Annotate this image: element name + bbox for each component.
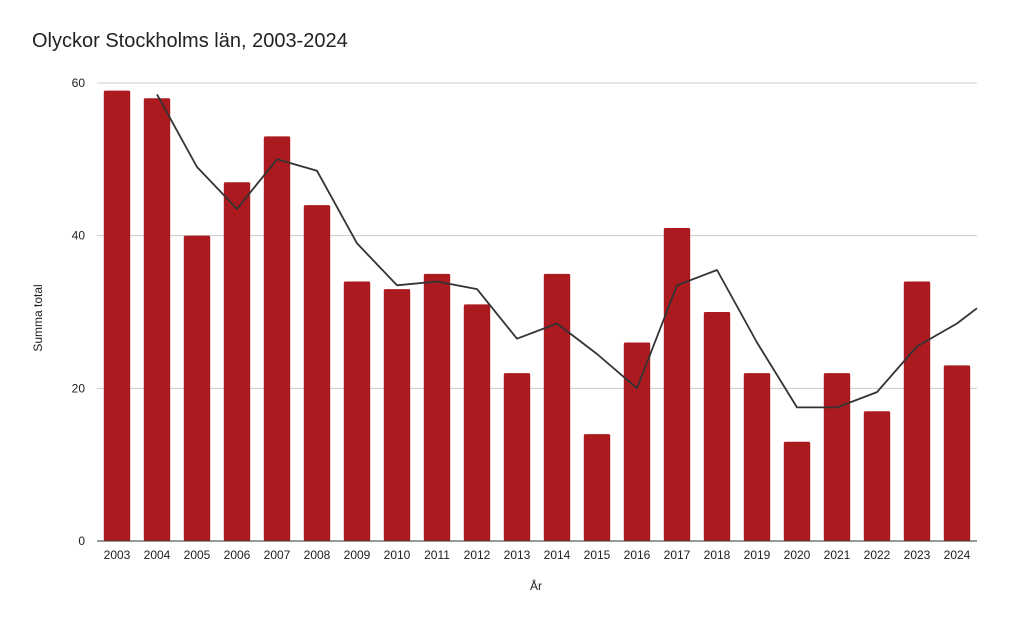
x-tick-label: 2014 — [544, 548, 571, 562]
bar — [223, 182, 251, 541]
bar — [383, 289, 411, 541]
bar — [783, 441, 811, 541]
bar — [183, 235, 211, 541]
y-tick-label: 60 — [72, 76, 86, 90]
x-tick-label: 2006 — [224, 548, 251, 562]
bar — [663, 228, 691, 542]
x-tick-label: 2004 — [144, 548, 171, 562]
x-tick-label: 2012 — [464, 548, 491, 562]
x-tick-label: 2007 — [264, 548, 291, 562]
bar — [583, 434, 611, 541]
bar-layer — [103, 90, 971, 542]
bar — [543, 273, 571, 541]
bar — [103, 90, 131, 541]
x-tick-label: 2023 — [904, 548, 931, 562]
bar — [263, 136, 291, 541]
bar — [703, 312, 731, 541]
y-tick-label: 40 — [72, 229, 86, 243]
x-tick-label: 2016 — [624, 548, 651, 562]
bar — [863, 411, 891, 541]
x-tick-label: 2021 — [824, 548, 851, 562]
x-tick-label: 2017 — [664, 548, 691, 562]
x-tick-label: 2005 — [184, 548, 211, 562]
trend-line — [156, 93, 978, 409]
x-tick-label: 2020 — [784, 548, 811, 562]
chart-title: Olyckor Stockholms län, 2003-2024 — [32, 30, 348, 52]
bar — [343, 281, 371, 541]
x-tick-label: 2009 — [344, 548, 371, 562]
y-axis-title: Summa total — [31, 284, 45, 351]
y-tick-label: 20 — [72, 381, 86, 395]
y-tick-label: 0 — [78, 534, 85, 548]
x-tick-label: 2003 — [104, 548, 131, 562]
x-tick-label: 2010 — [384, 548, 411, 562]
bar — [903, 281, 931, 541]
x-tick-label: 2013 — [504, 548, 531, 562]
x-axis-title: År — [530, 578, 542, 593]
bar — [503, 373, 531, 541]
x-tick-label: 2024 — [944, 548, 971, 562]
x-tick-label: 2015 — [584, 548, 611, 562]
bar — [303, 205, 331, 541]
x-tick-label: 2022 — [864, 548, 891, 562]
x-tick-label: 2019 — [744, 548, 771, 562]
bar — [743, 373, 771, 541]
bar — [623, 342, 651, 541]
bar — [463, 304, 491, 541]
bar — [143, 98, 171, 542]
axis-layer: 0 20 40 60 2003 2004 2005 2006 2007 2008 2009 2010 2… — [72, 76, 977, 562]
bar — [823, 373, 851, 541]
x-tick-label: 2011 — [424, 548, 450, 562]
x-tick-label: 2018 — [704, 548, 731, 562]
bar — [423, 273, 451, 541]
x-tick-label: 2008 — [304, 548, 331, 562]
line-layer — [156, 93, 978, 409]
bar — [943, 365, 971, 541]
